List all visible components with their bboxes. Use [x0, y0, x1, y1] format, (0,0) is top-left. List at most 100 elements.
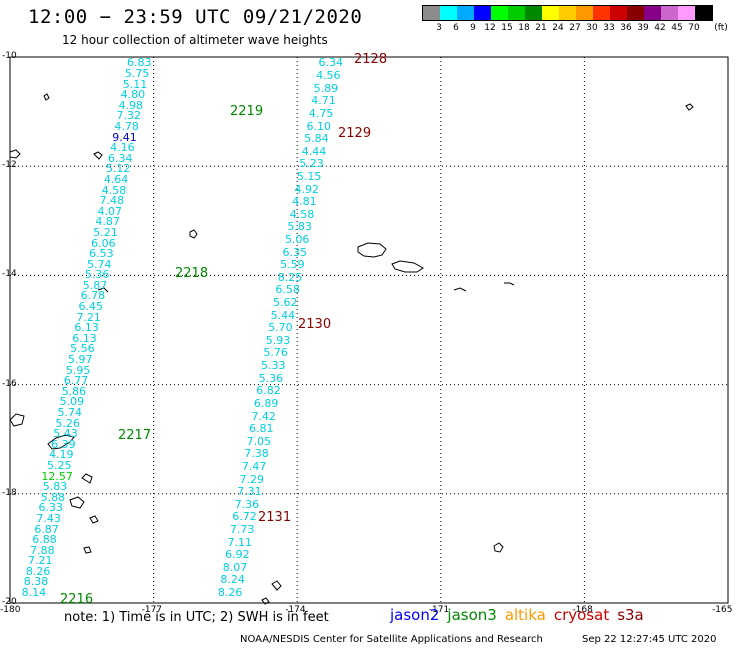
- wave-height-value: 6.58: [275, 283, 300, 297]
- colorbar-legend: 3 6 9 12 15 18 21 24 27 30 33 36 39 42 45 70 (ft): [422, 5, 728, 35]
- pass-label: 2217: [118, 428, 152, 443]
- wave-height-value: 6.33: [38, 501, 64, 515]
- lat-lon-grid: [9, 56, 729, 604]
- wave-height-value: 6.78: [80, 289, 106, 303]
- wave-height-value: 7.21: [28, 554, 53, 568]
- map-frame: [9, 56, 729, 604]
- colorbar-tick-label: 15: [501, 23, 513, 33]
- island-tonga-1: [271, 580, 282, 591]
- wave-height-value: 4.75: [308, 106, 334, 120]
- colorbar-swatch: [440, 6, 457, 20]
- colorbar-swatch: [610, 6, 627, 20]
- wave-height-value: 6.13: [72, 331, 97, 345]
- island-niue: [493, 542, 504, 553]
- wave-height-value: 6.89: [253, 396, 279, 410]
- wave-height-value: 6.82: [256, 384, 281, 398]
- colorbar-tick-label: 42: [654, 23, 666, 33]
- wave-height-value: 6.87: [34, 522, 59, 536]
- colorbar-swatch: [457, 6, 474, 20]
- colorbar-swatch: [695, 6, 712, 20]
- wave-height-value: 5.36: [84, 268, 110, 282]
- wave-height-value: 8.14: [21, 586, 47, 600]
- colorbar-tick-label: 6: [453, 23, 459, 33]
- satellite-legend-item: cryosat: [553, 606, 610, 624]
- wave-height-value: 6.83: [126, 56, 152, 70]
- wave-height-value: 5.95: [65, 363, 91, 377]
- wave-height-value: 5.23: [299, 157, 324, 171]
- colorbar-swatch: [678, 6, 695, 20]
- island-tokelau: [43, 93, 50, 101]
- colorbar-swatch: [559, 6, 576, 20]
- wave-height-value: 7.73: [229, 523, 255, 537]
- coastlines: [9, 93, 694, 605]
- colorbar-tick-label: 39: [637, 23, 649, 33]
- wave-height-value: 7.36: [234, 497, 260, 511]
- colorbar-swatch: [542, 6, 559, 20]
- colorbar-swatch: [644, 6, 661, 20]
- wave-height-value: 7.48: [99, 194, 125, 208]
- latitude-label: -10: [2, 51, 17, 61]
- colorbar-tick-label: 33: [603, 23, 615, 33]
- wave-height-value: 4.07: [97, 204, 123, 218]
- island-samoa-upolu: [391, 260, 424, 273]
- wave-height-value: 5.36: [258, 371, 284, 385]
- wave-height-value: 5.86: [61, 384, 87, 398]
- island-uvea: [189, 229, 198, 239]
- wave-height-value: 5.44: [270, 308, 296, 322]
- wave-height-value: 5.75: [124, 67, 150, 81]
- wave-height-value: 5.74: [86, 257, 112, 271]
- wave-height-value: 5.11: [122, 77, 148, 91]
- colorbar-swatch: [508, 6, 525, 20]
- wave-height-value: 4.92: [294, 182, 320, 196]
- island-fiji-vanua-levu: [47, 434, 75, 450]
- island-niuafo: [97, 287, 109, 293]
- longitude-label: -171: [428, 605, 450, 615]
- wave-height-value: 4.78: [114, 120, 139, 133]
- colorbar-tick-labels: 3 6 9 12 15 18 21 24 27 30 33 36 39 42 45 70 (ft): [422, 23, 728, 35]
- wave-height-value: 5.62: [272, 296, 298, 310]
- latitude-label: -14: [2, 269, 17, 280]
- satellite-legend: jason2 jason3 altika cryosat s3a: [390, 606, 652, 624]
- wave-height-value: 12.57: [41, 469, 73, 483]
- wave-height-value: 8.26: [25, 564, 51, 578]
- pass-label: 2216: [60, 592, 94, 607]
- wave-height-value: 7.38: [244, 447, 269, 461]
- wave-height-value: 6.35: [282, 245, 308, 259]
- latitude-label: -18: [2, 487, 17, 498]
- pass-label: 2219: [230, 104, 264, 119]
- wave-height-value: 7.29: [239, 472, 264, 486]
- footnote: note: 1) Time is in UTC; 2) SWH is in fe…: [64, 610, 329, 625]
- wave-height-value: 4.44: [301, 144, 327, 158]
- pass-label: 2128: [354, 52, 388, 67]
- latitude-label: -20: [2, 597, 17, 607]
- wave-height-value: 7.11: [227, 535, 253, 549]
- longitude-label: -165: [712, 605, 733, 615]
- colorbar-swatch: [423, 6, 440, 20]
- wave-height-value: 9.41: [112, 130, 137, 144]
- wave-height-value: 5.59: [280, 258, 305, 272]
- colorbar-tick-label: 21: [535, 23, 547, 33]
- colorbar-swatch: [661, 6, 678, 20]
- colorbar-tick-label: 30: [586, 23, 598, 33]
- pass-label: 2130: [298, 317, 332, 332]
- wave-height-value: 8.24: [220, 573, 245, 587]
- latitude-label: -16: [2, 378, 17, 389]
- island-samoa-savaii: [357, 242, 387, 258]
- wave-height-value: 5.87: [82, 278, 108, 292]
- pass-label: 2129: [338, 126, 372, 141]
- wave-height-value: 6.34: [108, 151, 133, 165]
- colorbar-tick-label: 9: [470, 23, 476, 33]
- wave-height-value: 8.26: [217, 586, 243, 600]
- wave-height-value: 7.47: [241, 459, 267, 473]
- wave-height-value: 7.31: [237, 485, 262, 499]
- longitude-label: -168: [572, 605, 593, 615]
- colorbar-tick-label: 18: [518, 23, 530, 33]
- island-fiji-taveuni: [81, 473, 93, 484]
- wave-height-value: 6.45: [78, 300, 104, 314]
- wave-height-value: 5.33: [261, 359, 286, 373]
- island-swains: [685, 103, 694, 111]
- island-tuvalu: [9, 149, 21, 159]
- island-rose: [504, 282, 515, 286]
- wave-height-value: 6.10: [306, 119, 331, 133]
